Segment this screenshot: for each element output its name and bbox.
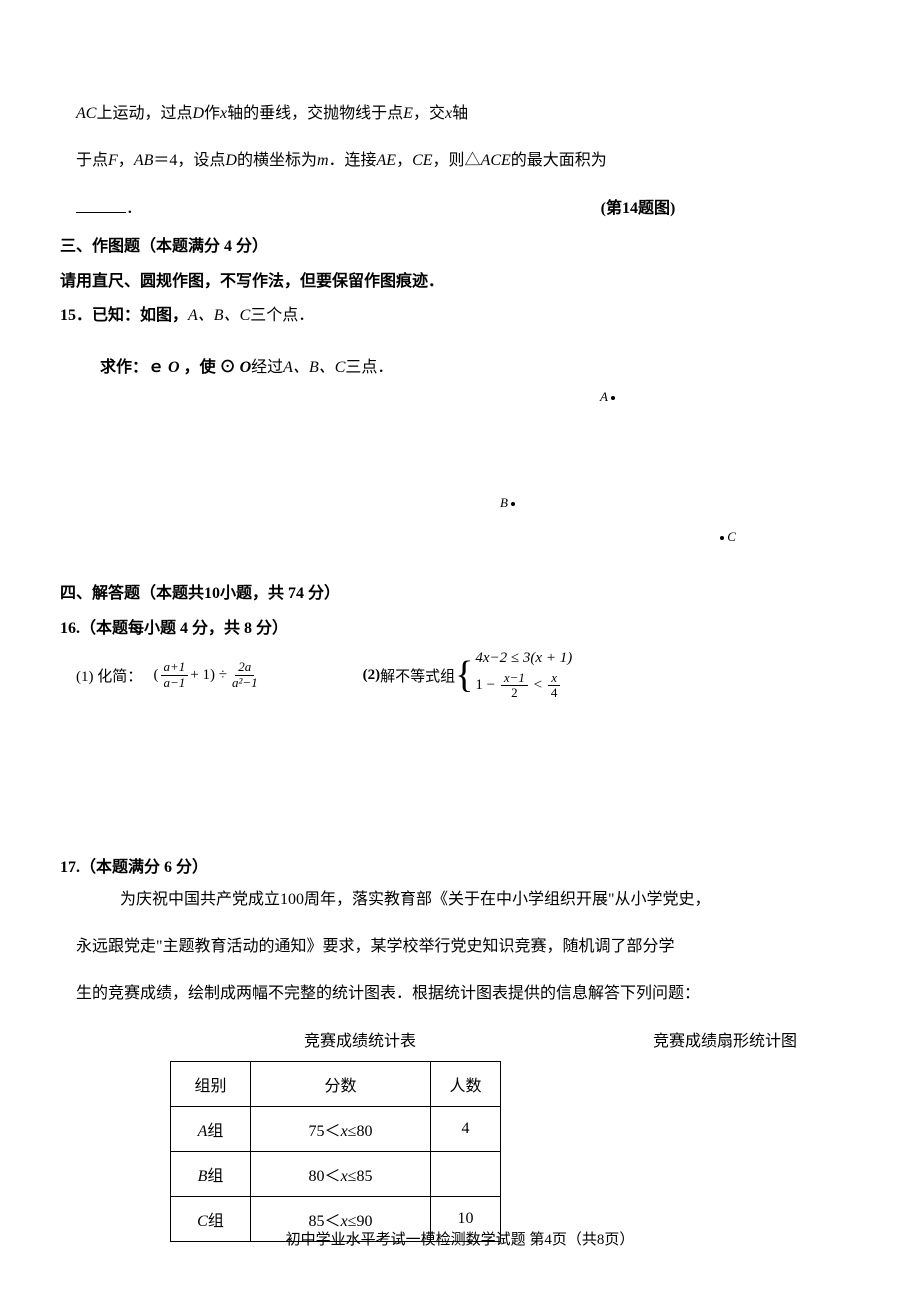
q14-line2: 于点F，AB＝4，设点D的横坐标为m．连接AE，CE，则△ACE的最大面积为 [60, 147, 860, 176]
page-footer: 初中学业水平考试一模检测数学试题 第4页（共8页） [0, 1228, 920, 1249]
point-a-label: A [600, 389, 615, 405]
point-a-dot [611, 396, 615, 400]
point-c-dot [720, 536, 724, 540]
col-group: 组别 [171, 1061, 251, 1106]
q16-label: 16.（本题每小题 4 分，共 8 分） [60, 616, 860, 642]
score-table: 组别 分数 人数 A组75＜x≤804B组80＜x≤85C组85＜x≤9010 [170, 1061, 501, 1242]
q15-given: 15．已知：如图，A、B、C三个点． [60, 301, 860, 325]
q17-p1: 为庆祝中国共产党成立100周年，落实教育部《关于在中小学组织开展"从小学党史， [60, 886, 860, 915]
section-3-header: 三、作图题（本题满分 4 分） [60, 234, 860, 260]
table-title: 竞赛成绩统计表 [170, 1027, 550, 1051]
q14-line1: AC上运动，过点D作x轴的垂线，交抛物线于点E，交x轴 [60, 100, 860, 129]
col-count: 人数 [431, 1061, 501, 1106]
section-3-rule: 请用直尺、圆规作图，不写作法，但要保留作图痕迹． [60, 269, 860, 295]
point-b-dot [511, 502, 515, 506]
q16-part2: (2) 解不等式组 { 4x−2 ≤ 3(x + 1) 1 − x−12 < x… [363, 650, 573, 701]
table-row: A组75＜x≤804 [171, 1106, 501, 1151]
q15-points-diagram: A B C [60, 385, 860, 555]
table-header-row: 组别 分数 人数 [171, 1061, 501, 1106]
q14-answer-blank: ． [76, 194, 416, 218]
q17-label: 17.（本题满分 6 分） [60, 855, 860, 881]
q16-expressions: (1) 化简： (a+1a−1 + 1) ÷ 2aa²−1 (2) 解不等式组 … [60, 650, 860, 701]
brace-icon: { [455, 656, 473, 694]
table-row: B组80＜x≤85 [171, 1151, 501, 1196]
q17-p2: 永远跟党走"主题教育活动的通知》要求，某学校举行党史知识竞赛，随机调了部分学 [60, 933, 860, 962]
q15-request: 求作：ｅ O ，使 ⊙ O经过A、B、C三点． [60, 353, 860, 377]
q16-part1: (1) 化简： (a+1a−1 + 1) ÷ 2aa²−1 [76, 660, 263, 690]
col-score: 分数 [251, 1061, 431, 1106]
point-b-label: B [500, 495, 515, 511]
chart-title: 竞赛成绩扇形统计图 [590, 1027, 860, 1051]
q17-p3: 生的竞赛成绩，绘制成两幅不完整的统计图表．根据统计图表提供的信息解答下列问题： [60, 980, 860, 1009]
section-4-header: 四、解答题（本题共10小题，共 74 分） [60, 581, 860, 607]
point-c-label: C [720, 529, 736, 545]
q14-figure-caption: (第14题图) [416, 194, 860, 218]
